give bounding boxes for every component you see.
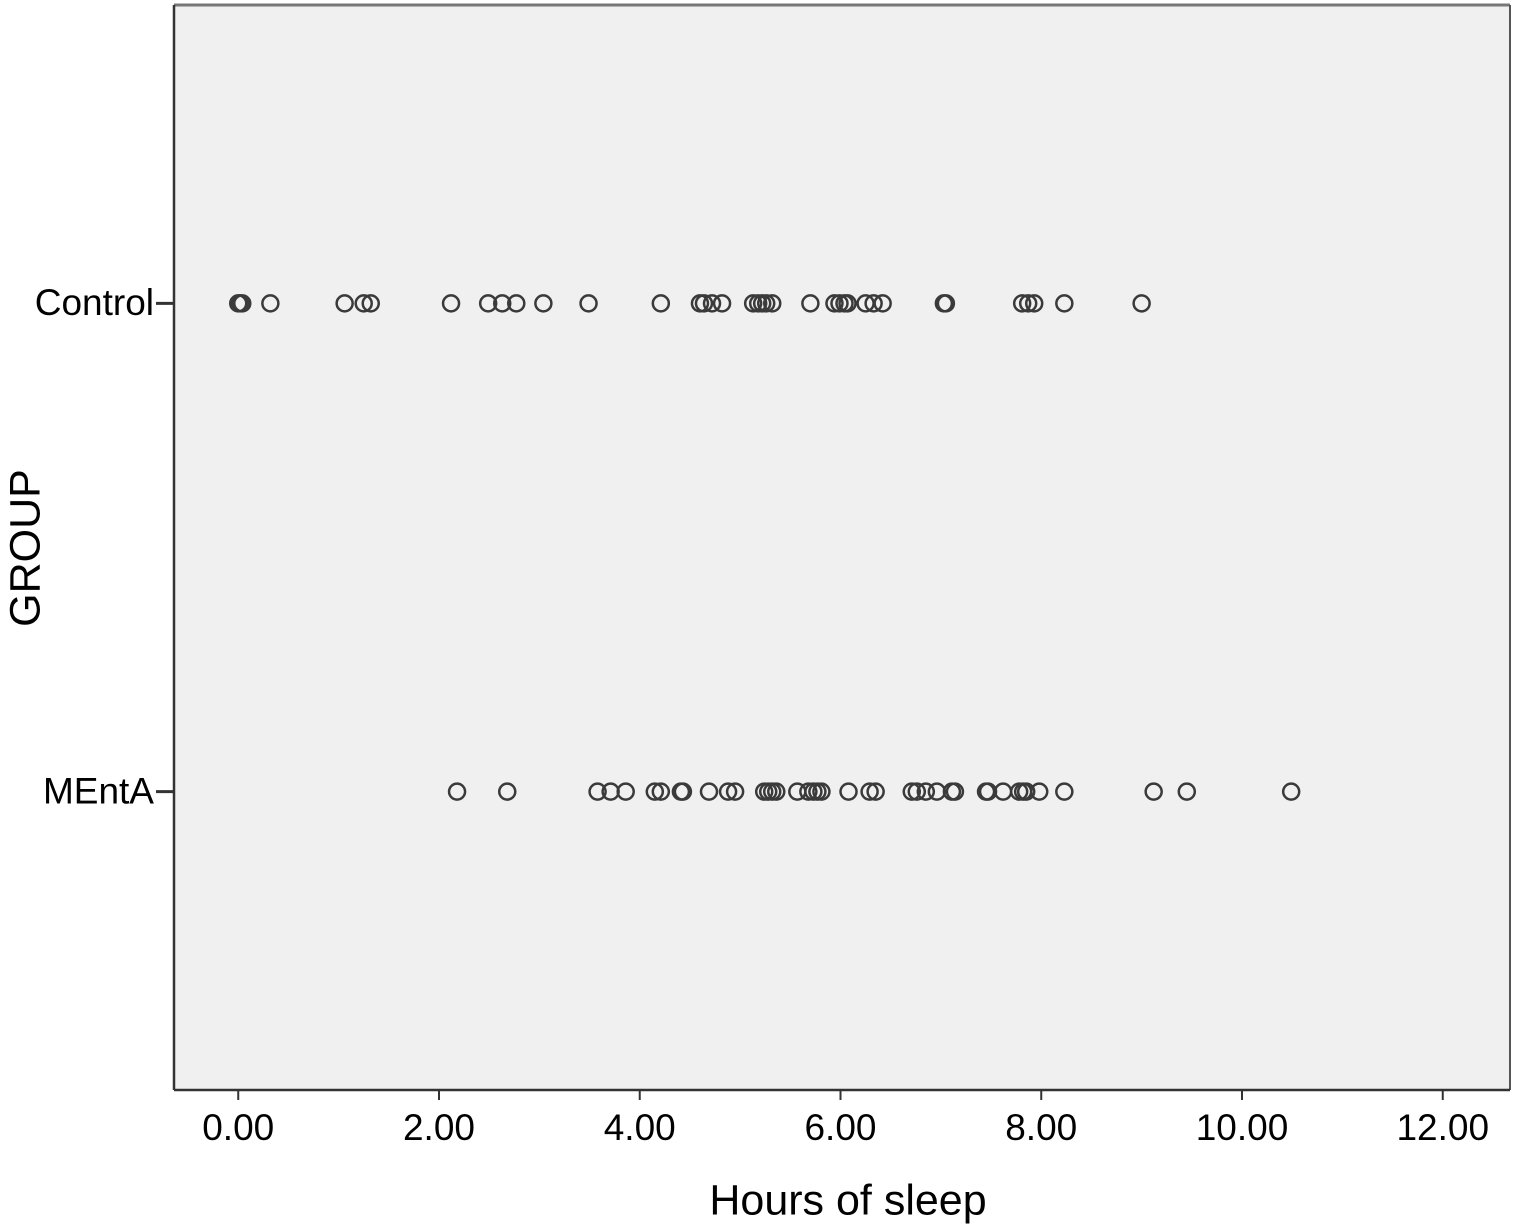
- x-tick-label: 2.00: [403, 1107, 475, 1148]
- point: [651, 294, 671, 313]
- point: [762, 294, 782, 313]
- point: [441, 294, 461, 313]
- point: [673, 782, 693, 801]
- point: [1016, 782, 1036, 801]
- point: [830, 294, 849, 313]
- point: [945, 782, 965, 801]
- point: [725, 782, 745, 801]
- x-tick-label: 6.00: [804, 1107, 876, 1148]
- point: [812, 782, 831, 801]
- point: [616, 782, 635, 801]
- point: [361, 294, 380, 313]
- point: [1055, 294, 1074, 313]
- point: [261, 294, 280, 313]
- point: [860, 782, 879, 801]
- point: [1012, 294, 1032, 313]
- point: [507, 294, 526, 313]
- point: [743, 294, 763, 313]
- point: [447, 782, 467, 801]
- point: [335, 294, 354, 313]
- x-tick-label: 0.00: [202, 1107, 274, 1148]
- point: [694, 294, 714, 313]
- point: [651, 782, 671, 801]
- x-tick-label: 10.00: [1196, 1107, 1289, 1148]
- y-axis-label: GROUP: [1, 469, 49, 627]
- x-tick-label: 8.00: [1005, 1107, 1077, 1148]
- point: [916, 782, 936, 801]
- point: [712, 294, 732, 313]
- point: [838, 294, 857, 313]
- point: [588, 782, 607, 801]
- point: [1132, 294, 1151, 313]
- y-tick-label: Control: [35, 282, 154, 323]
- point: [718, 782, 738, 801]
- point: [1029, 782, 1049, 801]
- plot-background: [174, 5, 1510, 1090]
- point: [825, 294, 844, 313]
- point: [354, 294, 373, 313]
- y-tick-label: MEntA: [43, 770, 154, 811]
- x-tick-label: 4.00: [604, 1107, 676, 1148]
- point: [864, 294, 883, 313]
- point: [1055, 782, 1074, 801]
- point: [1281, 782, 1301, 801]
- point: [492, 294, 512, 313]
- point: [767, 782, 786, 801]
- point: [699, 782, 719, 801]
- point: [1177, 782, 1197, 801]
- point: [936, 294, 956, 313]
- point: [1024, 294, 1044, 313]
- point: [799, 782, 818, 801]
- point: [702, 294, 722, 313]
- point: [756, 294, 776, 313]
- point: [233, 294, 252, 313]
- point: [497, 782, 517, 801]
- x-tick-label: 12.00: [1396, 1107, 1489, 1148]
- point: [801, 294, 820, 313]
- point: [478, 294, 498, 313]
- point: [839, 782, 858, 801]
- point: [1144, 782, 1163, 801]
- point: [534, 294, 553, 313]
- point: [873, 294, 892, 313]
- point: [645, 782, 665, 801]
- x-axis-label: Hours of sleep: [709, 1176, 986, 1224]
- point: [907, 782, 927, 801]
- point: [579, 294, 598, 313]
- point: [902, 782, 922, 801]
- point: [1018, 294, 1038, 313]
- point: [866, 782, 885, 801]
